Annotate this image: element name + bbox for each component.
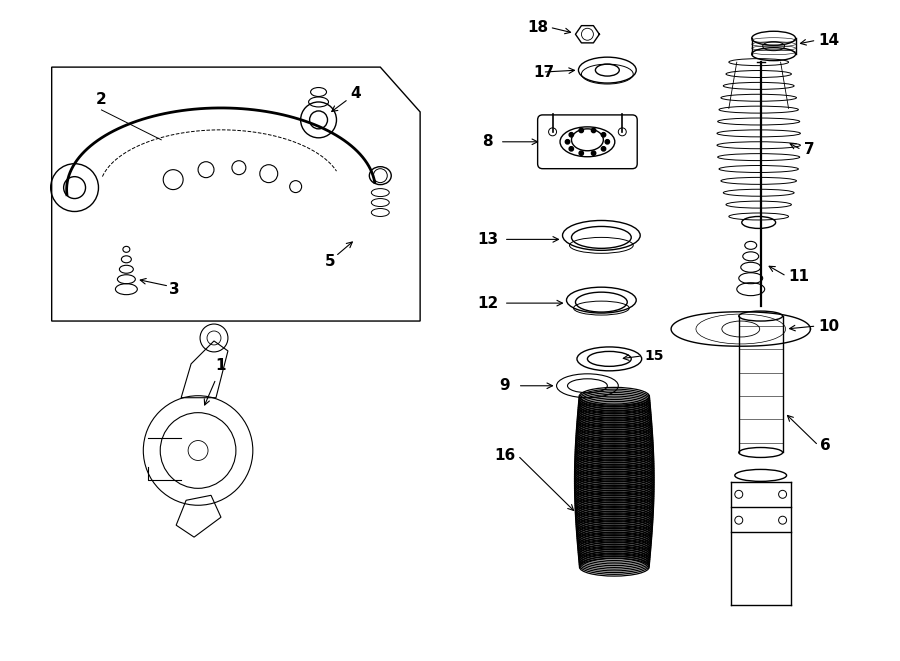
Text: 15: 15 (644, 349, 663, 363)
Text: 12: 12 (477, 295, 499, 311)
Text: 4: 4 (350, 87, 361, 102)
Circle shape (579, 151, 583, 155)
Circle shape (569, 133, 573, 137)
Text: 16: 16 (494, 448, 516, 463)
Circle shape (601, 147, 606, 151)
Text: 7: 7 (804, 142, 814, 157)
Text: 17: 17 (534, 65, 554, 79)
Circle shape (565, 139, 570, 144)
Text: 13: 13 (477, 232, 499, 247)
Circle shape (569, 147, 573, 151)
Text: 14: 14 (818, 33, 840, 48)
Text: 3: 3 (169, 282, 180, 297)
Circle shape (601, 133, 606, 137)
Text: 9: 9 (500, 378, 510, 393)
Text: 18: 18 (527, 20, 548, 35)
Circle shape (579, 128, 583, 133)
Text: 5: 5 (325, 254, 336, 269)
Text: 6: 6 (821, 438, 832, 453)
Text: 11: 11 (788, 269, 810, 284)
Text: 8: 8 (482, 134, 493, 149)
Text: 10: 10 (818, 319, 840, 334)
Circle shape (591, 128, 596, 133)
Text: 2: 2 (96, 93, 107, 108)
Circle shape (605, 139, 609, 144)
Circle shape (591, 151, 596, 155)
Text: 1: 1 (216, 358, 226, 373)
